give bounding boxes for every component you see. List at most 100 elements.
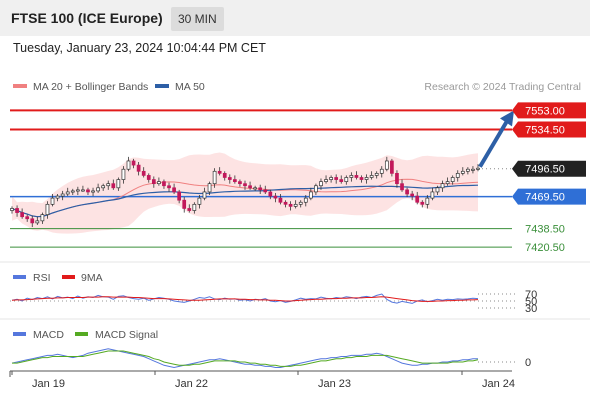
candle-bull bbox=[445, 181, 450, 185]
candle-bear bbox=[15, 208, 19, 213]
candle-bull bbox=[126, 160, 131, 170]
candle-bear bbox=[227, 177, 232, 180]
legend-swatch-macd-signal bbox=[75, 332, 88, 336]
candle-bear bbox=[283, 201, 288, 205]
candle-bear bbox=[288, 203, 293, 207]
candle-bull bbox=[349, 175, 354, 178]
candle-bull bbox=[460, 170, 465, 174]
legend-label-ma20: MA 20 + Bollinger Bands bbox=[33, 81, 148, 93]
price-tags[interactable]: 7553.00 7534.50 7496.50 7469.50 7438.50 7420.… bbox=[512, 102, 586, 254]
legend-label-ma50: MA 50 bbox=[175, 81, 205, 93]
legend-swatch-ma50 bbox=[155, 84, 169, 88]
legend-swatch-ma20 bbox=[13, 84, 27, 88]
candle-bull bbox=[430, 191, 435, 199]
candle-bull bbox=[55, 195, 60, 199]
candle-bear bbox=[182, 199, 187, 209]
arrow-head bbox=[500, 110, 514, 127]
candle-bull bbox=[303, 197, 308, 203]
macd-panel: 0 bbox=[11, 348, 531, 369]
legend-label-9ma: 9MA bbox=[81, 272, 103, 284]
candle-bear bbox=[172, 187, 176, 193]
candle-bull bbox=[45, 203, 50, 215]
candle-bull bbox=[319, 181, 323, 187]
candle-bear bbox=[339, 179, 344, 182]
candle-bear bbox=[136, 164, 141, 172]
candle-bull bbox=[379, 168, 384, 174]
price-tag-current-2[interactable] bbox=[512, 160, 586, 177]
candle-bull bbox=[440, 183, 445, 189]
bollinger-band bbox=[12, 152, 478, 234]
macd-signal-line bbox=[12, 350, 479, 367]
candle-bull bbox=[192, 203, 197, 211]
candle-bull bbox=[298, 201, 303, 205]
price-tag-support-3[interactable] bbox=[512, 188, 586, 205]
legend-label-rsi: RSI bbox=[33, 272, 51, 284]
target-label-4: 7438.50 bbox=[525, 224, 565, 236]
candle-bull bbox=[308, 191, 313, 199]
candle-bear bbox=[410, 193, 415, 197]
source-credit: Research © 2024 Trading Central bbox=[424, 81, 581, 93]
candle-bull bbox=[207, 183, 212, 193]
candle-bear bbox=[334, 177, 339, 180]
candle-bull bbox=[455, 173, 460, 178]
legend-swatch-9ma bbox=[62, 275, 75, 279]
candle-bear bbox=[222, 173, 227, 178]
candle-bull bbox=[70, 190, 75, 193]
candle-bull bbox=[466, 168, 470, 172]
price-tag-resistance-1[interactable] bbox=[512, 121, 586, 138]
candle-bull bbox=[157, 181, 161, 185]
candle-bear bbox=[420, 201, 425, 205]
candle-bull bbox=[329, 177, 333, 180]
candle-bear bbox=[400, 183, 404, 191]
candle-bear bbox=[30, 218, 35, 224]
candle-bull bbox=[476, 167, 480, 170]
candle-bull bbox=[121, 168, 126, 180]
x-axis: Jan 19 Jan 22 Jan 23 Jan 24 bbox=[9, 371, 515, 390]
candle-bear bbox=[151, 179, 156, 185]
candle-bull bbox=[81, 189, 85, 192]
candle-bear bbox=[405, 189, 409, 195]
candle-bull bbox=[324, 179, 328, 182]
candle-bear bbox=[177, 191, 182, 201]
target-label-5: 7420.50 bbox=[525, 242, 565, 254]
candle-bull bbox=[10, 208, 14, 211]
candle-bear bbox=[390, 160, 394, 174]
candle-bear bbox=[20, 212, 24, 218]
candle-bear bbox=[187, 208, 192, 211]
bollinger-band-area bbox=[12, 152, 478, 234]
price-tag-label-3: 7469.50 bbox=[525, 192, 565, 204]
price-tag-resistance-0[interactable] bbox=[512, 102, 586, 119]
rsi-line bbox=[11, 293, 479, 304]
candle-bull bbox=[364, 177, 369, 180]
price-tag-label-0: 7553.00 bbox=[525, 105, 565, 117]
candle-bull bbox=[384, 160, 389, 170]
candle-bull bbox=[35, 220, 40, 224]
candle-bull bbox=[65, 191, 70, 195]
candle-bear bbox=[273, 195, 278, 199]
rsi-9ma-line bbox=[11, 296, 479, 302]
arrow-shaft bbox=[478, 118, 510, 168]
rsi-tick-label: 50 bbox=[525, 296, 537, 308]
timeframe-badge[interactable]: 30 MIN bbox=[171, 7, 224, 31]
candle-bear bbox=[162, 181, 166, 187]
candle-bull bbox=[60, 193, 65, 197]
candle-bear bbox=[243, 183, 247, 187]
candle-bull bbox=[197, 197, 202, 205]
candle-bear bbox=[258, 187, 263, 191]
timestamp: Tuesday, January 23, 2024 10:04:44 PM CE… bbox=[13, 41, 266, 55]
candle-bear bbox=[263, 189, 268, 193]
candle-bull bbox=[314, 185, 318, 193]
legend-swatch-macd bbox=[13, 332, 26, 336]
macd-tick-label: 0 bbox=[525, 357, 531, 369]
macd-line bbox=[11, 348, 478, 369]
candle-bull bbox=[101, 185, 106, 189]
candles bbox=[10, 156, 480, 228]
candle-bull bbox=[50, 197, 55, 205]
candle-bull bbox=[40, 214, 45, 222]
candle-bear bbox=[25, 216, 30, 220]
candle-bull bbox=[425, 197, 430, 205]
instrument-title: FTSE 100 (ICE Europe) bbox=[11, 10, 163, 26]
candle-bull bbox=[253, 187, 257, 190]
x-tick-label: Jan 22 bbox=[175, 378, 208, 390]
